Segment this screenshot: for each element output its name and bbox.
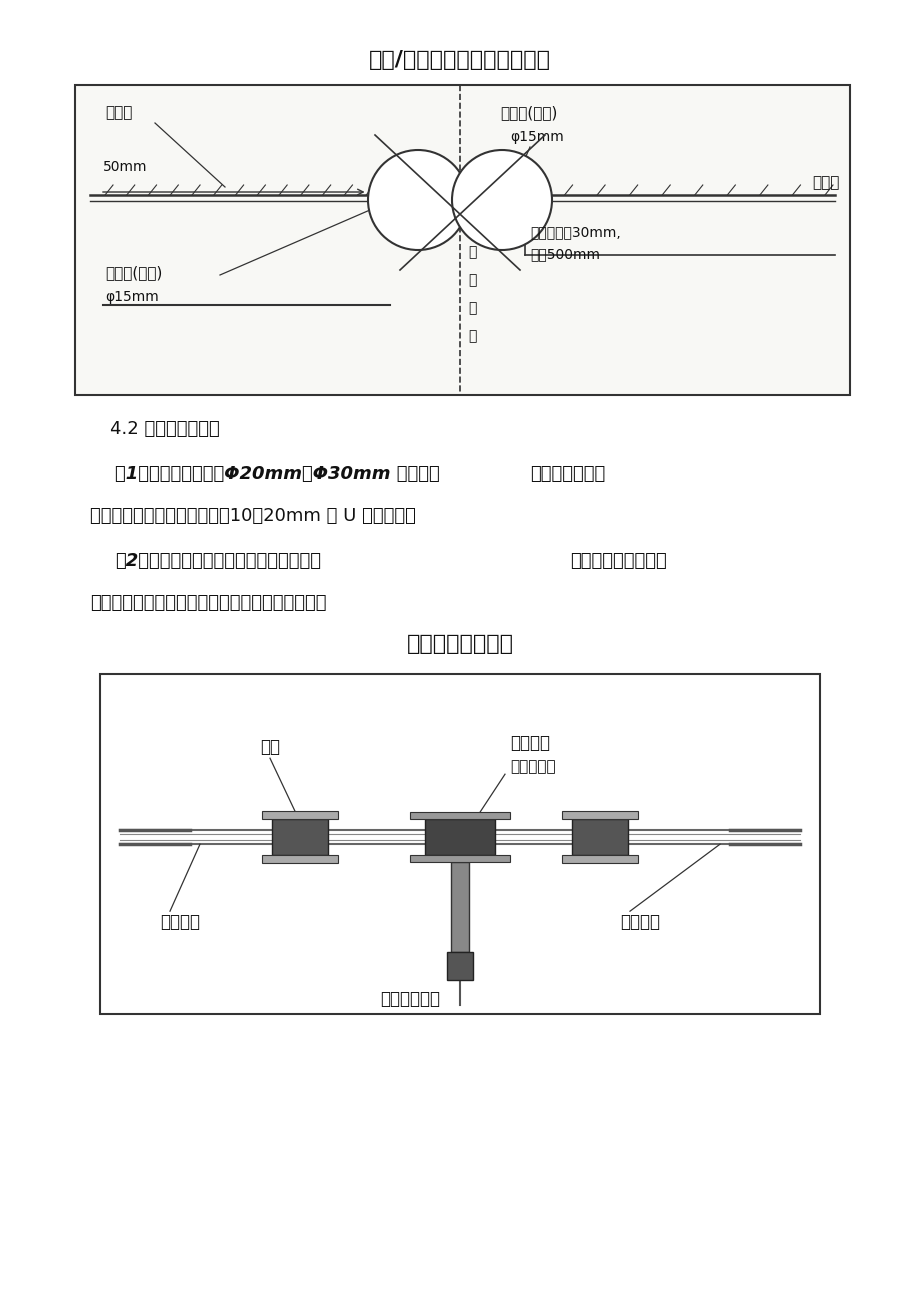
Text: 顶部管口与防水层顶: 顶部管口与防水层顶 (570, 552, 666, 570)
Text: 管卡: 管卡 (260, 738, 279, 756)
Text: 严禁使用塑质材: 严禁使用塑质材 (529, 465, 605, 483)
Bar (572, 819, 628, 855)
Bar (562, 811, 637, 819)
Text: φ15mm: φ15mm (105, 290, 159, 303)
Circle shape (451, 150, 551, 250)
Bar (447, 952, 472, 980)
Text: 道: 道 (468, 273, 476, 286)
Text: 线: 线 (468, 329, 476, 342)
Text: 中: 中 (468, 301, 476, 315)
Text: （1）径向排气管采用Φ20mm～Φ30mm 的钢管，: （1）径向排气管采用Φ20mm～Φ30mm 的钢管， (115, 465, 439, 483)
Bar (100, 674, 819, 1014)
Text: 注浆/排气软管安装固定示意图: 注浆/排气软管安装固定示意图 (369, 49, 550, 70)
Text: 注浆管(蓝色): 注浆管(蓝色) (105, 266, 162, 280)
Bar (75, 85, 849, 395)
Text: 紧，使防水层与基面密贴，注浆管采用三通连接。: 紧，使防水层与基面密贴，注浆管采用三通连接。 (90, 594, 326, 612)
Text: 50mm: 50mm (103, 160, 147, 174)
Text: 防水板: 防水板 (811, 174, 839, 190)
Bar (410, 812, 509, 819)
Text: 隧: 隧 (468, 245, 476, 259)
Text: φ15mm: φ15mm (509, 130, 563, 145)
Bar (410, 855, 509, 862)
Text: 间距500mm: 间距500mm (529, 247, 599, 260)
Text: 防水板条宽30mm,: 防水板条宽30mm, (529, 225, 620, 240)
Bar (262, 855, 337, 863)
Bar (262, 811, 337, 819)
Text: 高压注浆软管: 高压注浆软管 (380, 991, 439, 1008)
Text: 三通接头: 三通接头 (509, 734, 550, 753)
Text: 注浆软管: 注浆软管 (619, 913, 659, 931)
Text: 热融焊: 热融焊 (105, 105, 132, 120)
Text: 仅注浆管用: 仅注浆管用 (509, 759, 555, 775)
Circle shape (368, 150, 468, 250)
Bar (450, 862, 469, 952)
Text: （2）径向排气管通过法兰盘或套丝连接，: （2）径向排气管通过法兰盘或套丝连接， (115, 552, 321, 570)
Text: 4.2 径向排气管安装: 4.2 径向排气管安装 (110, 421, 220, 437)
Bar (425, 819, 494, 855)
Bar (562, 855, 637, 863)
Bar (272, 819, 328, 855)
Text: 料，顶部关口设深度和宽度为10～20mm 的 U 型溢浆槽。: 料，顶部关口设深度和宽度为10～20mm 的 U 型溢浆槽。 (90, 506, 415, 525)
Text: 注浆管三通连接图: 注浆管三通连接图 (406, 634, 513, 654)
Text: 注浆软管: 注浆软管 (160, 913, 199, 931)
Text: 排气管(白色): 排气管(白色) (499, 105, 557, 120)
